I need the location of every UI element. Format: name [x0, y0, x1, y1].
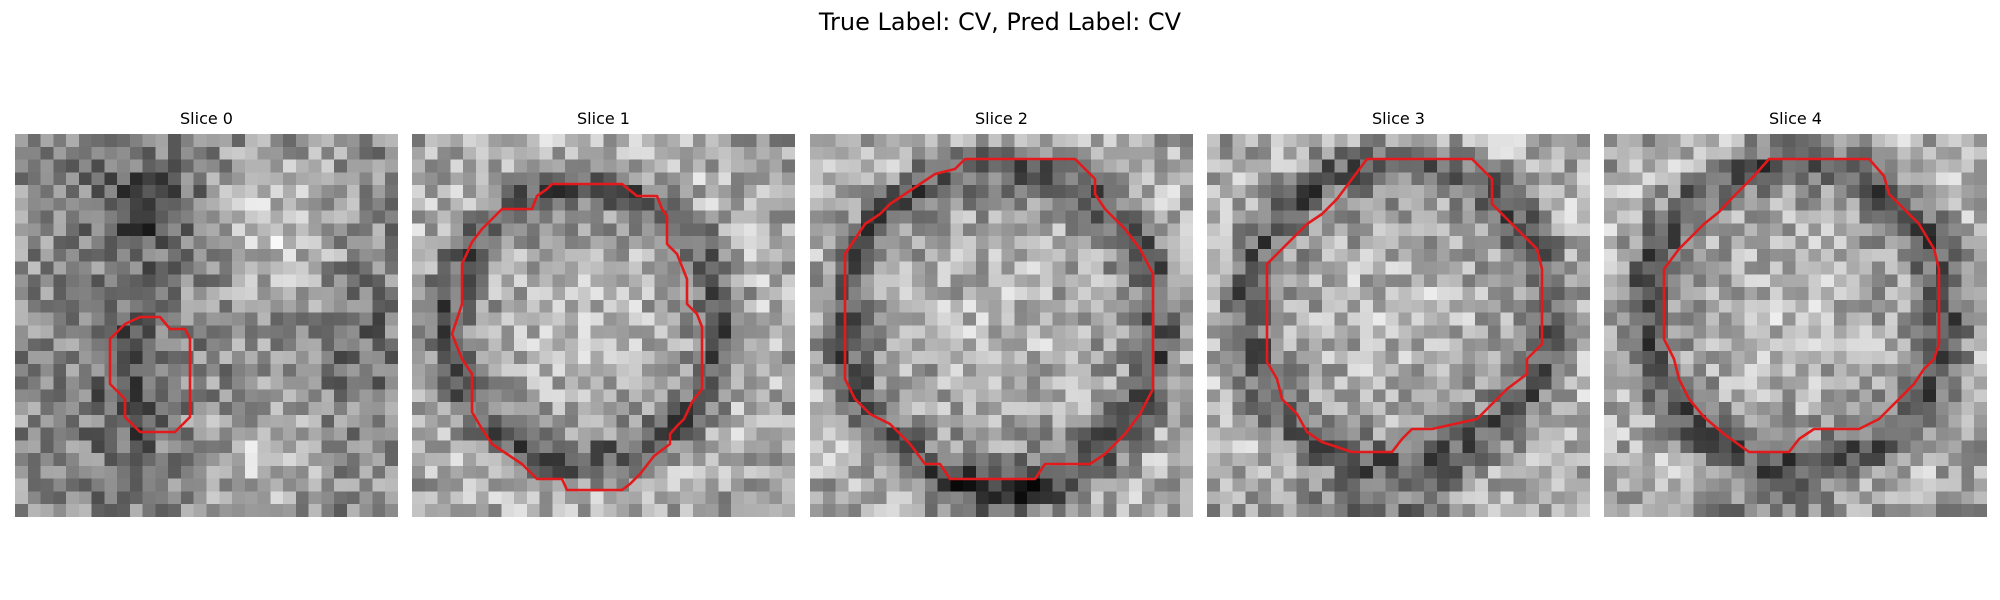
slice-title: Slice 3: [1372, 109, 1425, 128]
slice-image: [1604, 134, 1987, 517]
slice-image: [1207, 134, 1590, 517]
slice-panel-2: Slice 2: [810, 108, 1193, 517]
slice-title: Slice 4: [1769, 109, 1822, 128]
slice-image: [15, 134, 398, 517]
slice-title: Slice 2: [975, 109, 1028, 128]
segmentation-contour: [108, 315, 192, 434]
slice-image: [810, 134, 1193, 517]
segmentation-contour: [450, 182, 704, 492]
segmentation-contour: [1265, 157, 1544, 454]
segmentation-contour: [843, 157, 1155, 481]
figure-title: True Label: CV, Pred Label: CV: [818, 8, 1182, 36]
slice-panel-1: Slice 1: [412, 108, 795, 517]
slice-image: [412, 134, 795, 517]
slice-title: Slice 1: [577, 109, 630, 128]
slice-panel-3: Slice 3: [1207, 108, 1590, 517]
slice-panel-4: Slice 4: [1604, 108, 1987, 517]
segmentation-contour: [1662, 157, 1941, 454]
slice-title: Slice 0: [180, 109, 233, 128]
slice-panel-0: Slice 0: [15, 108, 398, 517]
